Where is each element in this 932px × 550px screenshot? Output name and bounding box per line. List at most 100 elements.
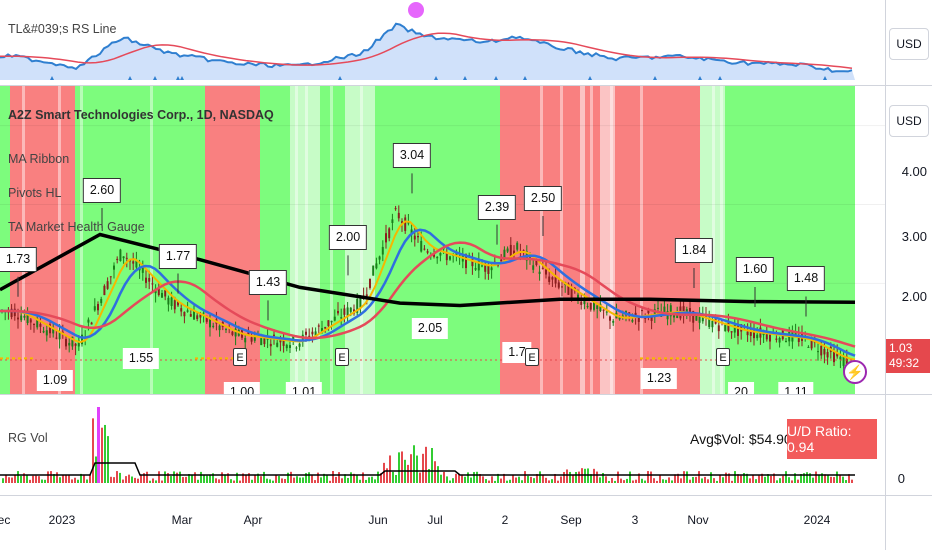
- volume-bar: [161, 480, 163, 483]
- pivot-high-label: 1.48: [786, 266, 826, 292]
- candle-body: [116, 258, 119, 261]
- volume-bar: [491, 476, 493, 483]
- time-tick: 2: [501, 513, 509, 527]
- health-stripe: [640, 86, 643, 394]
- candle-body: [135, 260, 138, 268]
- volume-bar: [74, 477, 76, 483]
- candle-body: [61, 331, 64, 333]
- candle-body: [394, 208, 397, 210]
- volume-bar: [80, 473, 82, 483]
- lightning-icon[interactable]: ⚡: [843, 360, 867, 384]
- volume-bar: [470, 477, 472, 483]
- pivot-low-label: 1.23: [640, 368, 678, 389]
- volume-pane[interactable]: RG Vol Avg$Vol: $54.907K U/D Ratio: 0.94: [0, 395, 885, 495]
- candle-body: [420, 240, 423, 252]
- volume-bar: [311, 475, 313, 483]
- volume-bar: [416, 455, 418, 483]
- volume-bar: [422, 453, 424, 483]
- volume-bar: [65, 475, 67, 483]
- volume-bar: [266, 478, 268, 483]
- volume-label: RG Vol: [8, 431, 48, 445]
- candle-body: [698, 314, 701, 323]
- candle-body: [596, 305, 599, 309]
- indicator-ma-ribbon[interactable]: MA Ribbon: [8, 152, 70, 166]
- rs-marker: [434, 76, 438, 80]
- volume-bar: [77, 479, 79, 483]
- volume-bar: [125, 476, 127, 483]
- earnings-marker[interactable]: E: [525, 348, 539, 366]
- avg-dollar-volume: Avg$Vol: $54.907K: [690, 431, 809, 447]
- volume-bar: [821, 473, 823, 483]
- candle-body: [305, 331, 307, 335]
- volume-bar: [230, 479, 232, 483]
- health-band: [260, 86, 290, 394]
- candle-body: [253, 336, 256, 341]
- volume-bar: [95, 456, 97, 483]
- candle-body: [346, 307, 349, 317]
- volume-bar: [818, 474, 820, 483]
- volume-bar: [2, 478, 4, 483]
- rs-fill: [0, 23, 855, 80]
- candle-body: [647, 309, 650, 314]
- pivot-low-label: 1.7: [502, 342, 532, 363]
- earnings-marker[interactable]: E: [335, 348, 349, 366]
- candle-body: [52, 327, 55, 334]
- volume-bar: [548, 480, 550, 483]
- y-tick-3: 3.00: [901, 229, 927, 244]
- volume-bar: [440, 474, 442, 483]
- candle-body: [455, 252, 458, 256]
- rs-line-pane[interactable]: TL&#039;s RS Line: [0, 0, 885, 85]
- main-currency-badge[interactable]: USD: [889, 105, 929, 137]
- candle-body: [260, 338, 263, 346]
- candle-body: [817, 351, 819, 353]
- volume-bar: [14, 475, 16, 483]
- volume-bar: [740, 475, 742, 483]
- volume-bar: [383, 462, 385, 483]
- ud-ratio-badge: U/D Ratio: 0.94: [787, 419, 877, 459]
- candle-body: [218, 325, 221, 331]
- main-price-pane[interactable]: A2Z Smart Technologies Corp., 1D, NASDAQ…: [0, 86, 885, 394]
- volume-bar: [488, 480, 490, 483]
- volume-bar: [188, 474, 190, 483]
- candle-body: [769, 334, 771, 342]
- earnings-marker[interactable]: E: [233, 348, 247, 366]
- indicator-market-health[interactable]: TA Market Health Gauge: [8, 220, 145, 234]
- volume-bar: [593, 468, 595, 483]
- volume-bar: [734, 471, 736, 483]
- pane-divider: [0, 495, 932, 496]
- earnings-marker[interactable]: E: [716, 348, 730, 366]
- time-axis[interactable]: ec 2023 Mar Apr Jun Jul 2 Sep 3 Nov 2024: [0, 496, 885, 550]
- volume-axis[interactable]: 0: [885, 395, 932, 495]
- candle-body: [269, 343, 272, 347]
- volume-bar: [464, 476, 466, 483]
- volume-bar: [455, 473, 457, 483]
- ma-200-black: [0, 232, 856, 308]
- volume-bar: [110, 476, 112, 483]
- volume-bar: [377, 471, 379, 483]
- candle-body: [474, 268, 477, 270]
- candle-body: [314, 331, 317, 337]
- pivot-high-label: 2.39: [477, 194, 517, 220]
- candle-body: [13, 308, 16, 317]
- candle-body: [90, 322, 93, 325]
- time-tick: 2024: [803, 513, 831, 527]
- volume-bar: [662, 479, 664, 483]
- indicator-pivots-hl[interactable]: Pivots HL: [8, 186, 62, 200]
- volume-bar: [632, 480, 634, 483]
- candle-body: [359, 297, 362, 308]
- rs-line-plot: [0, 2, 855, 80]
- rs-currency-badge[interactable]: USD: [889, 28, 929, 60]
- volume-bar: [848, 474, 850, 483]
- volume-bar: [329, 480, 331, 483]
- volume-bar: [92, 418, 94, 483]
- candle-body: [39, 323, 42, 327]
- candle-body: [785, 340, 787, 342]
- health-band: [615, 86, 660, 394]
- volume-bar: [23, 473, 25, 483]
- volume-bar: [371, 476, 373, 483]
- volume-bar: [842, 476, 844, 483]
- volume-bar: [800, 473, 802, 483]
- volume-bar: [785, 471, 787, 483]
- volume-bar: [446, 476, 448, 483]
- pivot-high-label: 2.00: [328, 225, 368, 251]
